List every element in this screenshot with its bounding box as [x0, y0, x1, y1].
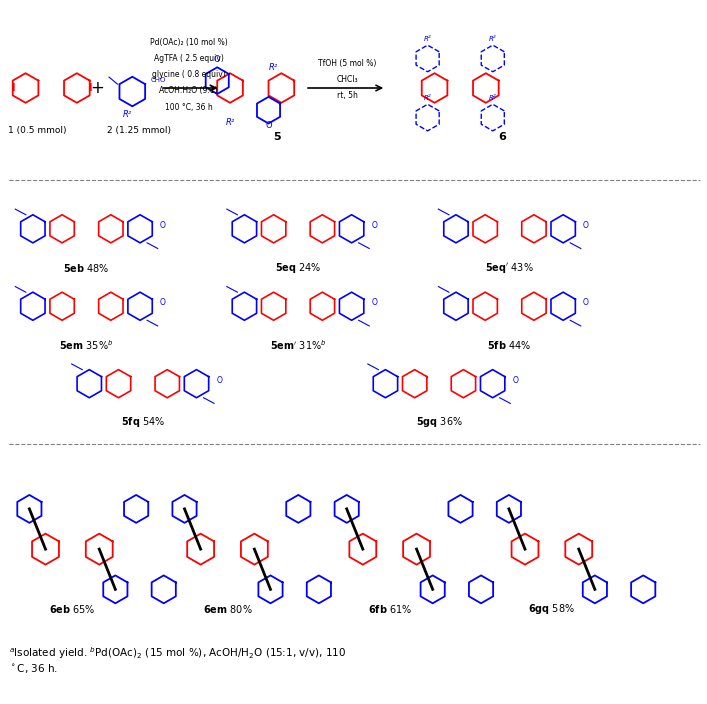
Text: O: O [583, 298, 589, 307]
Text: $\bf{6gq}$ 58%: $\bf{6gq}$ 58% [528, 602, 575, 616]
Text: O: O [371, 221, 378, 230]
Text: rt, 5h: rt, 5h [337, 92, 358, 100]
Text: $^\circ$C, 36 h.: $^\circ$C, 36 h. [9, 662, 58, 675]
Text: 5: 5 [273, 132, 281, 142]
Text: O: O [583, 221, 589, 230]
Text: glycine ( 0.8 equiv): glycine ( 0.8 equiv) [152, 70, 226, 79]
Text: I: I [88, 83, 91, 93]
Text: O: O [265, 122, 272, 130]
Text: 1 (0.5 mmol): 1 (0.5 mmol) [8, 126, 66, 134]
Text: TfOH (5 mol %): TfOH (5 mol %) [318, 59, 377, 68]
Text: AcOH:H₂O (9:1): AcOH:H₂O (9:1) [159, 87, 218, 95]
Text: O: O [160, 298, 165, 307]
Text: O: O [214, 56, 221, 64]
Text: AgTFA ( 2.5 equiv): AgTFA ( 2.5 equiv) [154, 54, 223, 63]
Text: $\bf{5em'}$ 31%$^{b}$: $\bf{5em'}$ 31%$^{b}$ [269, 338, 327, 352]
Text: R²: R² [423, 95, 431, 101]
Text: $\bf{6eb}$ 65%: $\bf{6eb}$ 65% [49, 603, 95, 615]
Text: $\bf{5eb}$ 48%: $\bf{5eb}$ 48% [63, 261, 110, 274]
Text: CHO: CHO [151, 77, 166, 82]
Text: R²: R² [423, 36, 431, 42]
Text: $\bf{5eq'}$ 43%: $\bf{5eq'}$ 43% [485, 260, 534, 275]
Text: 2 (1.25 mmol): 2 (1.25 mmol) [107, 126, 171, 134]
Text: O: O [513, 376, 518, 384]
Text: $\bf{6em}$ 80%: $\bf{6em}$ 80% [203, 603, 252, 615]
Text: $\bf{5em}$ 35%$^{b}$: $\bf{5em}$ 35%$^{b}$ [59, 338, 114, 352]
Text: O: O [160, 221, 165, 230]
Text: $\bf{5eq}$ 24%: $\bf{5eq}$ 24% [275, 260, 321, 275]
Text: O: O [371, 298, 378, 307]
Text: O: O [216, 376, 222, 384]
Text: 100 °C, 36 h: 100 °C, 36 h [165, 103, 213, 111]
Text: R²: R² [489, 36, 496, 42]
Text: $\bf{6fb}$ 61%: $\bf{6fb}$ 61% [368, 603, 411, 615]
Text: +: + [90, 79, 104, 97]
Text: $\bf{5fq}$ 54%: $\bf{5fq}$ 54% [121, 415, 165, 429]
Text: $\bf{5gq}$ 36%: $\bf{5gq}$ 36% [416, 415, 462, 429]
Text: R²: R² [269, 63, 279, 73]
Text: 6: 6 [498, 132, 506, 142]
Text: R²: R² [226, 118, 235, 127]
Text: $\bf{5fb}$ 44%: $\bf{5fb}$ 44% [488, 339, 532, 351]
Text: Pd(OAc)₂ (10 mol %): Pd(OAc)₂ (10 mol %) [150, 38, 228, 46]
Text: CHCl₃: CHCl₃ [337, 75, 358, 84]
Text: $^a$Isolated yield. $^b$Pd(OAc)$_2$ (15 mol %), AcOH/H$_2$O (15:1, v/v), 110: $^a$Isolated yield. $^b$Pd(OAc)$_2$ (15 … [9, 645, 346, 660]
Text: R²: R² [123, 111, 132, 119]
Text: R²: R² [489, 95, 496, 101]
Text: I: I [11, 83, 15, 93]
